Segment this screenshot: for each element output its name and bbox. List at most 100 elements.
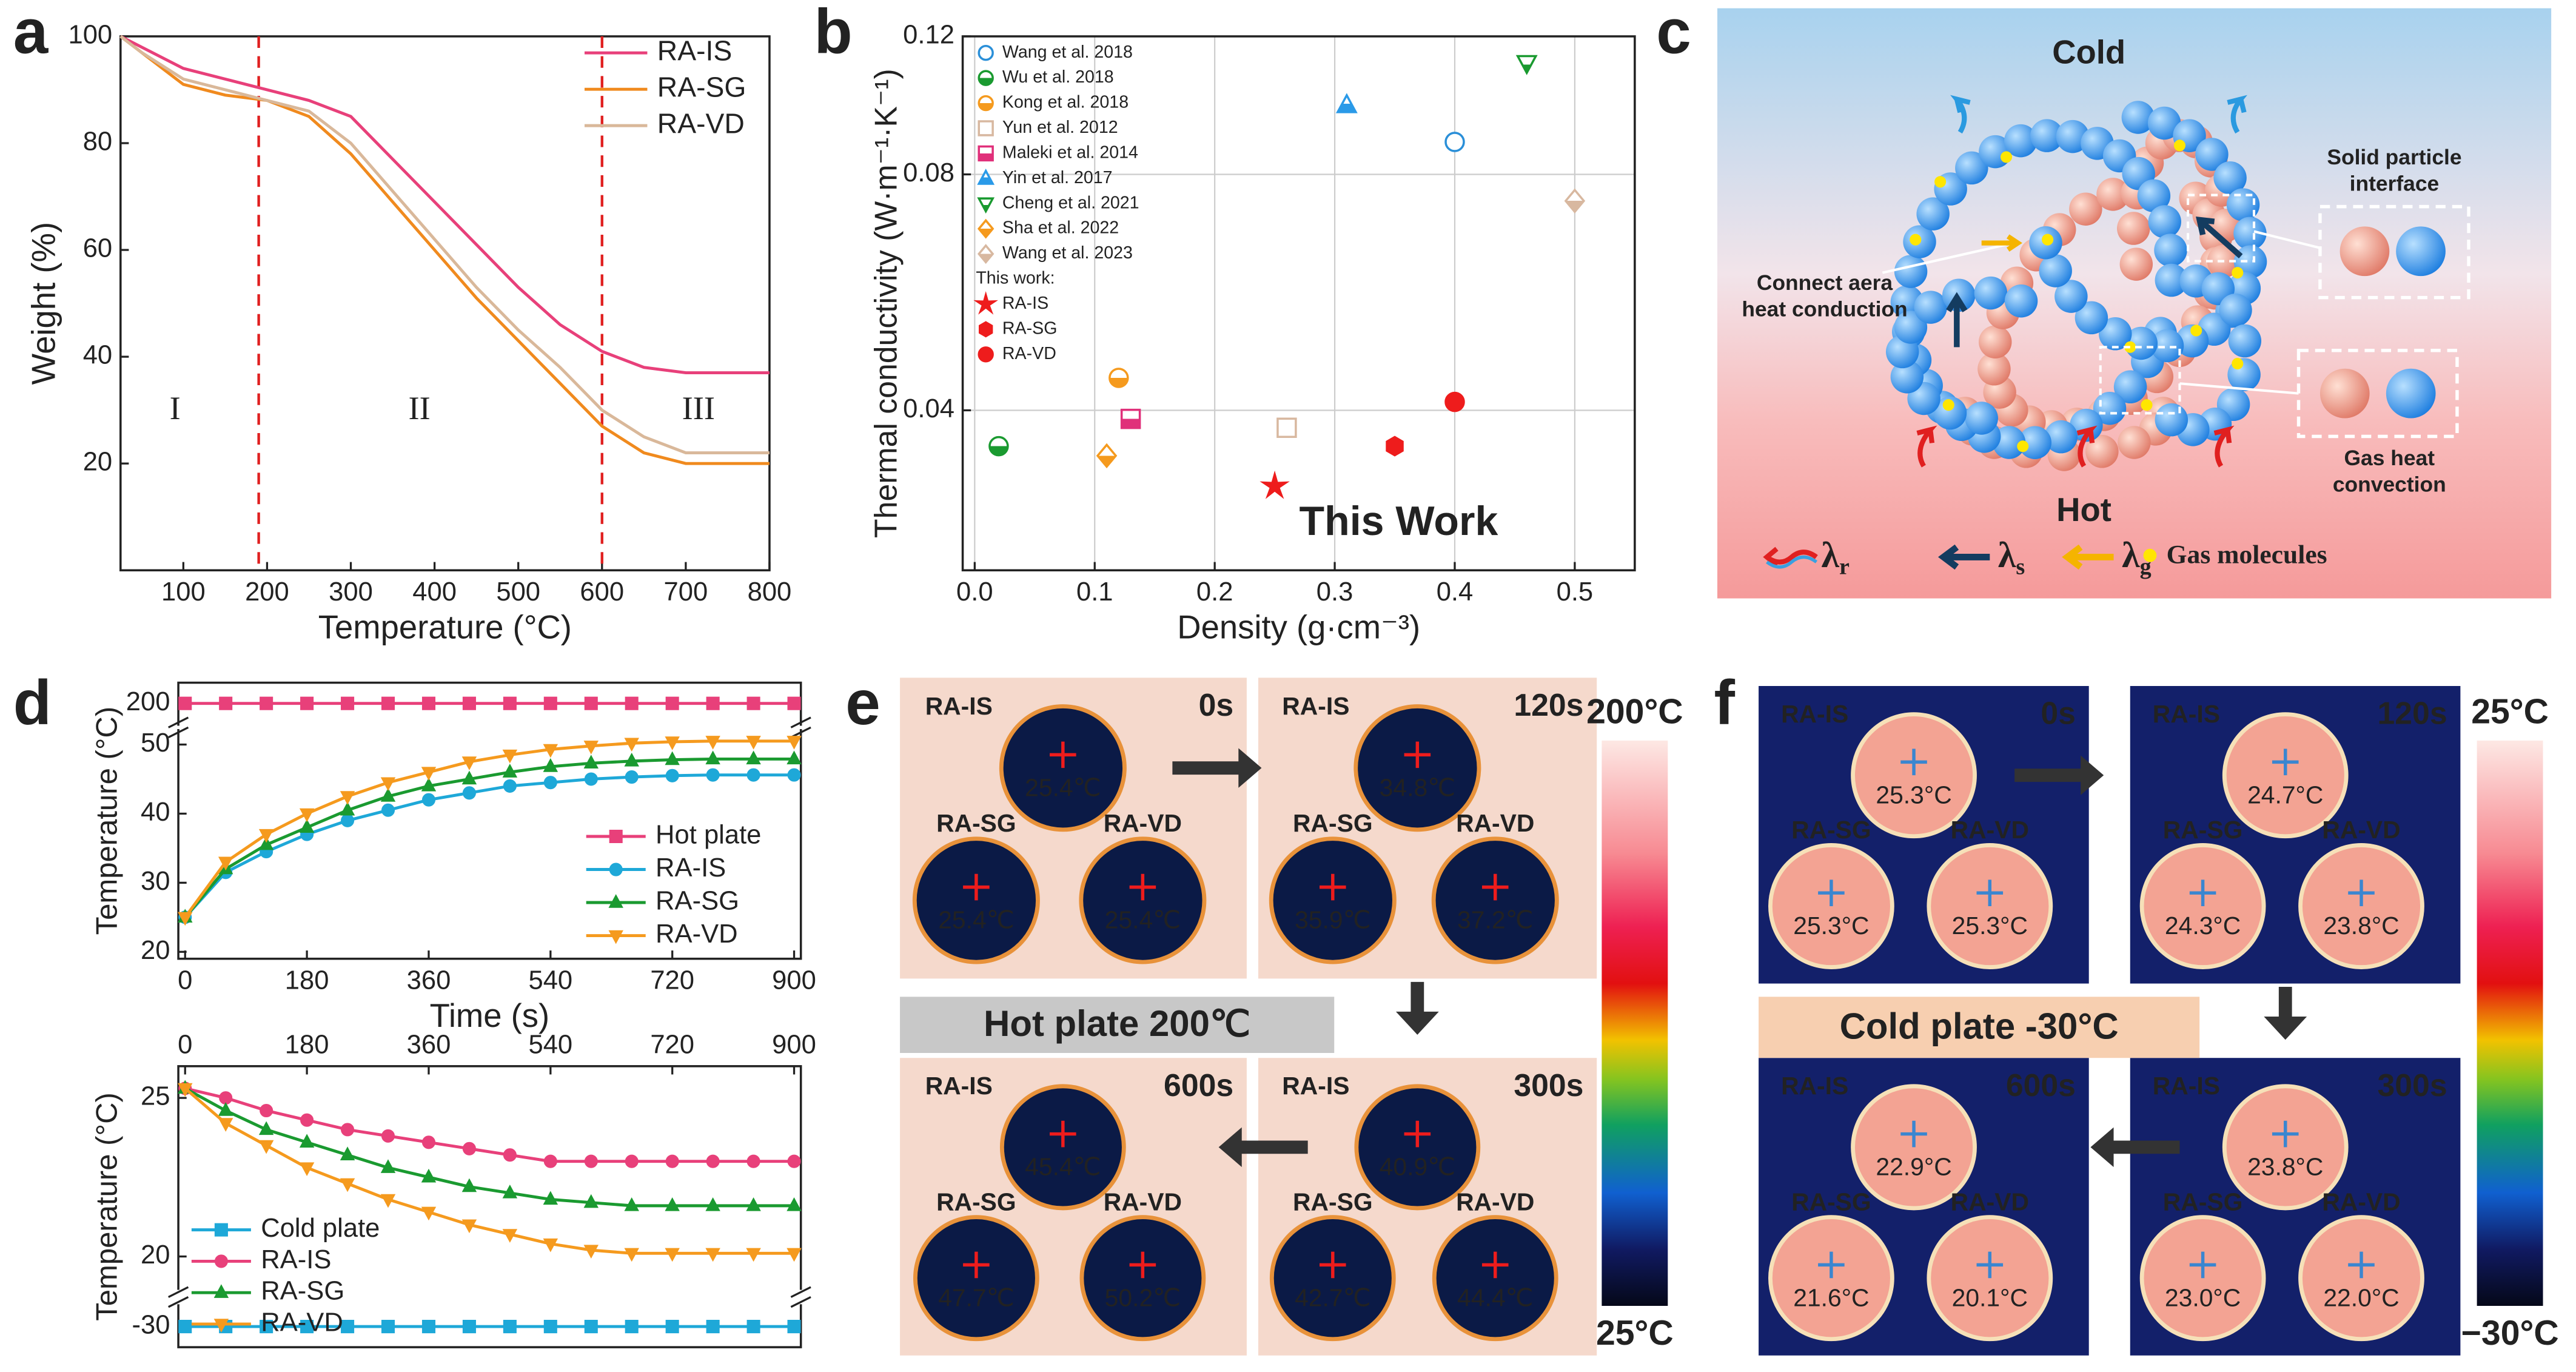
sample-name: RA-VD [2322, 1188, 2400, 1216]
axis-break-mark [790, 1296, 811, 1308]
x-axis-title: Density (g·cm⁻³) [1177, 609, 1420, 646]
particle [1965, 402, 1998, 435]
data-point [625, 1320, 639, 1334]
sample-name: RA-IS [2153, 1072, 2220, 1100]
legend-symbol: λg [2122, 535, 2151, 579]
data-point [178, 912, 193, 926]
data-point [665, 736, 680, 750]
x-axis-title: Temperature (°C) [318, 609, 572, 646]
diagram-label: Solid particle [2327, 145, 2461, 169]
particle [2319, 368, 2370, 419]
data-point [746, 750, 761, 765]
sample-cross [2272, 1120, 2299, 1148]
legend-symbol-sub: s [2016, 554, 2025, 579]
y-tick-label: 100 [68, 20, 112, 49]
data-point [461, 770, 477, 785]
sample-temp: 35.9℃ [1295, 906, 1370, 934]
x-tick-label: 900 [772, 966, 816, 995]
sample-temp: 25.3°C [1793, 912, 1869, 940]
frame-time: 120s [2378, 696, 2447, 731]
axis-break-gap [796, 725, 806, 730]
legend-marker [977, 197, 995, 214]
panel-label: e [845, 667, 880, 738]
data-point [502, 764, 518, 778]
colorbar-label: 200°C [1586, 692, 1683, 731]
gas-molecule [1910, 234, 1922, 246]
frame-time: 600s [2006, 1068, 2076, 1103]
data-point [381, 1320, 395, 1334]
particle [2030, 119, 2064, 152]
sample-temp: 34.8℃ [1380, 773, 1455, 801]
data-point [746, 768, 760, 782]
data-point [543, 696, 557, 710]
axis-break-mark [790, 1286, 811, 1298]
particle [2113, 370, 2147, 404]
legend-label: RA-VD [657, 107, 745, 139]
legend-marker [213, 1319, 229, 1333]
data-point [218, 856, 233, 871]
sample-cross [1404, 1120, 1431, 1148]
particle [2228, 324, 2262, 358]
x-tick-label: 800 [748, 577, 792, 607]
plot-frame [177, 1065, 802, 1348]
legend-marker [608, 930, 623, 944]
gas-molecule [2173, 140, 2185, 152]
data-point [462, 696, 476, 710]
y-tick-label: 20 [141, 936, 170, 965]
series-line [184, 1087, 794, 1208]
sample-name: RA-VD [1951, 816, 2029, 844]
data-point [1335, 93, 1358, 113]
annotation: This Work [1300, 498, 1498, 544]
legend-label: Cold plate [261, 1214, 380, 1243]
data-point [787, 1197, 802, 1211]
x-tick-label: 0.1 [1076, 577, 1113, 607]
data-point [746, 1197, 761, 1211]
data-point [178, 1083, 193, 1097]
sample-temp: 44.4℃ [1457, 1283, 1533, 1311]
legend-symbol: λr [1822, 535, 1850, 579]
data-point [706, 696, 720, 710]
data-point [341, 1320, 355, 1334]
diagram-label: interface [2350, 172, 2440, 196]
legend-label: RA-SG [1002, 318, 1058, 338]
legend-marker [609, 863, 623, 876]
particle [2155, 263, 2189, 297]
data-point [299, 808, 315, 822]
annotation: I [170, 389, 181, 426]
data-point [219, 696, 233, 710]
sample-temp: 20.1°C [1952, 1283, 2028, 1311]
gas-arrow [1981, 234, 2022, 252]
legend-marker [977, 218, 995, 239]
particle [1894, 255, 1928, 288]
particle [2098, 317, 2132, 351]
data-point [705, 1248, 720, 1262]
plot-frame [961, 35, 1636, 572]
legend-label: Yun et al. 2012 [1002, 118, 1118, 137]
x-tick-label: 0.5 [1557, 577, 1594, 607]
data-point [421, 1320, 435, 1334]
particle [2018, 426, 2051, 459]
data-point [665, 768, 679, 782]
particle [1977, 352, 2011, 386]
particle [2195, 138, 2229, 171]
legend-label: RA-SG [261, 1277, 344, 1306]
sample-temp: 37.2℃ [1457, 906, 1533, 934]
particle [1933, 396, 1967, 430]
data-point [340, 1146, 355, 1160]
flow-arrow [1395, 981, 1439, 1035]
x-tick-label: 0.0 [956, 577, 993, 607]
particle [2386, 368, 2436, 419]
data-point [1096, 443, 1118, 469]
data-point [665, 1197, 680, 1211]
series-line [184, 757, 794, 918]
particle [2219, 294, 2252, 327]
data-point [787, 1320, 801, 1334]
sample-name: RA-SG [1791, 816, 1871, 844]
legend-marker [977, 169, 995, 185]
sample-name: RA-VD [1104, 809, 1182, 837]
data-point [665, 1248, 680, 1262]
data-point [543, 1238, 558, 1253]
legend-label: Gas molecules [2167, 540, 2327, 569]
particle [2154, 234, 2187, 267]
